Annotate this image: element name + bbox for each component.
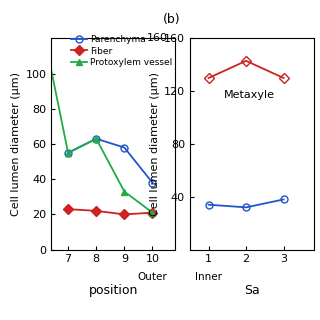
Text: (b): (b) — [163, 13, 180, 26]
Fiber — [150, 211, 154, 214]
Text: Inner: Inner — [195, 272, 222, 282]
Fiber — [66, 207, 70, 211]
Protoxylem vessel — [123, 189, 126, 193]
X-axis label: Sa: Sa — [244, 284, 260, 297]
Protoxylem vessel — [46, 54, 50, 58]
Line: Fiber: Fiber — [65, 206, 156, 218]
Text: 160: 160 — [147, 33, 168, 44]
Legend: Parenchyma, Fiber, Protoxylem vessel: Parenchyma, Fiber, Protoxylem vessel — [70, 35, 173, 68]
Text: Metaxyle: Metaxyle — [224, 90, 275, 100]
Line: Parenchyma: Parenchyma — [65, 135, 156, 186]
Parenchyma — [123, 146, 126, 149]
Parenchyma — [94, 137, 98, 140]
Y-axis label: Cell lumen diameter (μm): Cell lumen diameter (μm) — [11, 72, 21, 216]
X-axis label: position: position — [88, 284, 138, 297]
Protoxylem vessel — [94, 137, 98, 140]
Line: Protoxylem vessel: Protoxylem vessel — [45, 52, 156, 216]
Y-axis label: Cell lumen diameter (μm): Cell lumen diameter (μm) — [150, 72, 160, 216]
Text: Outer: Outer — [138, 272, 167, 282]
Fiber — [94, 209, 98, 213]
Parenchyma — [150, 181, 154, 185]
Parenchyma — [66, 151, 70, 155]
Fiber — [123, 212, 126, 216]
Protoxylem vessel — [150, 211, 154, 214]
Protoxylem vessel — [66, 151, 70, 155]
